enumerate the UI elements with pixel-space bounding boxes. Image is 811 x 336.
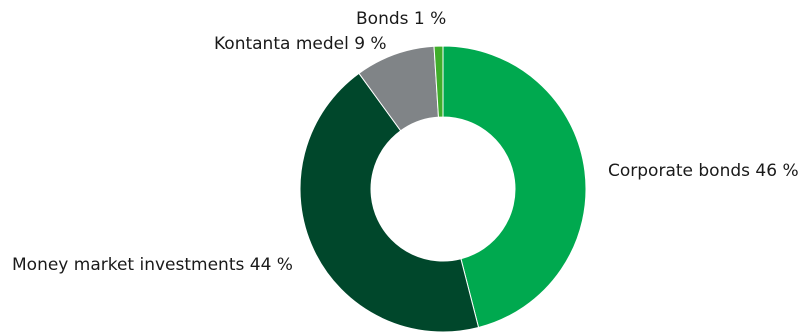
slice-bonds <box>433 45 444 118</box>
slice-label-money-market-investments: Money market investments 44 % <box>12 255 293 275</box>
slice-label-corporate-bonds: Corporate bonds 46 % <box>608 161 799 181</box>
donut-slices <box>299 45 587 333</box>
slice-labels: Bonds 1 % Kontanta medel 9 % Corporate b… <box>12 9 799 275</box>
slice-label-kontanta-medel: Kontanta medel 9 % <box>214 34 387 54</box>
slice-money-market-investments <box>299 72 480 333</box>
slice-label-bonds: Bonds 1 % <box>356 9 446 29</box>
slice-corporate-bonds <box>442 45 587 329</box>
